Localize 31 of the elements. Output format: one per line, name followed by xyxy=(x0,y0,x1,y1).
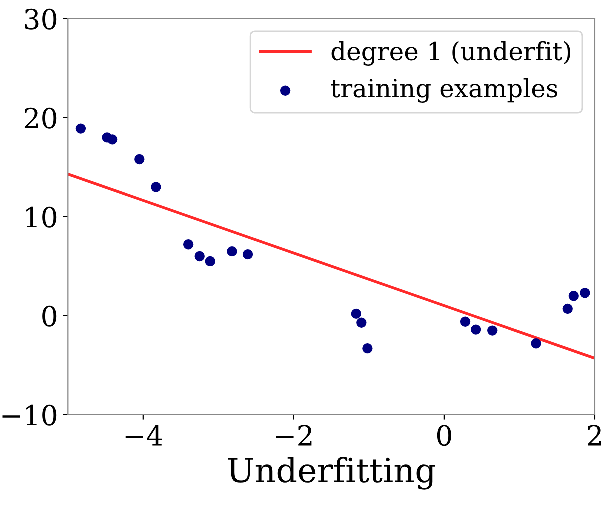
point xyxy=(488,326,498,336)
legend-label: training examples xyxy=(331,78,558,104)
legend-label: degree 1 (underfit) xyxy=(332,41,570,66)
point xyxy=(107,134,118,145)
point xyxy=(580,288,590,298)
point xyxy=(194,251,205,262)
y-tick-label: 20 xyxy=(24,108,57,129)
x-axis-title: Underfitting xyxy=(228,457,436,490)
point xyxy=(362,344,373,354)
point xyxy=(531,338,542,349)
point xyxy=(568,291,579,302)
x-tick-label: 2 xyxy=(588,425,602,446)
y-tick-label: 0 xyxy=(42,306,57,327)
x-tick-label: 0 xyxy=(437,425,452,446)
point xyxy=(205,256,216,267)
point xyxy=(76,124,86,134)
point xyxy=(227,246,238,257)
point xyxy=(151,182,162,192)
x-tick-label: −2 xyxy=(276,425,312,446)
y-tick-label: −10 xyxy=(2,404,57,426)
point xyxy=(242,249,254,260)
point xyxy=(562,304,573,314)
point xyxy=(356,318,367,328)
point xyxy=(460,316,471,327)
y-tick-label: 30 xyxy=(25,8,57,30)
point xyxy=(183,240,194,250)
point xyxy=(351,308,362,320)
x-tick-label: −4 xyxy=(126,425,162,446)
point xyxy=(134,154,145,165)
y-tick-label: 10 xyxy=(26,206,57,228)
point xyxy=(470,324,482,335)
